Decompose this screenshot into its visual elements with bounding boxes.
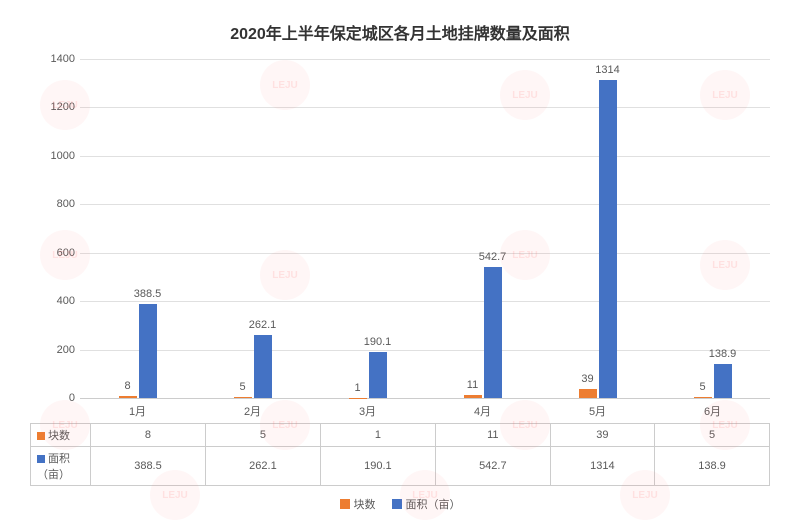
bar-label: 39 <box>581 373 593 385</box>
series-marker-icon <box>37 432 45 440</box>
x-label: 1月 <box>80 399 195 423</box>
bar-count: 11 <box>464 395 482 398</box>
series-marker-icon <box>37 455 45 463</box>
table-cell: 5 <box>205 424 320 447</box>
x-axis-labels: 1月2月3月4月5月6月 <box>80 399 770 423</box>
bar-label: 5 <box>699 381 705 393</box>
table-cell: 542.7 <box>435 447 550 486</box>
legend-item: 块数 <box>340 496 376 512</box>
bar-label: 388.5 <box>134 288 162 300</box>
plot-area: 0200400600800100012001400 8388.55262.111… <box>80 59 770 399</box>
data-table: 块数85111395面积（亩）388.5262.1190.1542.713141… <box>30 423 770 486</box>
bars-row: 8388.55262.11190.111542.73913145138.9 <box>80 59 770 398</box>
x-label: 5月 <box>540 399 655 423</box>
y-tick: 600 <box>30 247 75 259</box>
bar-count: 8 <box>119 396 137 398</box>
legend-label: 块数 <box>354 496 376 512</box>
bar-group: 391314 <box>540 59 655 398</box>
bar-count: 5 <box>234 397 252 398</box>
y-tick: 400 <box>30 295 75 307</box>
bar-label: 8 <box>124 380 130 392</box>
bar-count: 5 <box>694 397 712 398</box>
bar-group: 11542.7 <box>425 59 540 398</box>
table-cell: 1314 <box>550 447 654 486</box>
x-label: 6月 <box>655 399 770 423</box>
table-cell: 388.5 <box>91 447 206 486</box>
x-label: 4月 <box>425 399 540 423</box>
y-tick: 800 <box>30 198 75 210</box>
table-cell: 1 <box>320 424 435 447</box>
table-row: 面积（亩）388.5262.1190.1542.71314138.9 <box>31 447 770 486</box>
y-tick: 0 <box>30 392 75 404</box>
y-axis: 0200400600800100012001400 <box>30 59 75 398</box>
table-row: 块数85111395 <box>31 424 770 447</box>
bar-group: 5262.1 <box>195 59 310 398</box>
x-label: 3月 <box>310 399 425 423</box>
bar-area: 138.9 <box>714 364 732 398</box>
bar-label: 1 <box>354 382 360 394</box>
x-label: 2月 <box>195 399 310 423</box>
table-cell: 11 <box>435 424 550 447</box>
table-row-header: 面积（亩） <box>31 447 91 486</box>
chart-title: 2020年上半年保定城区各月土地挂牌数量及面积 <box>20 20 780 44</box>
table-cell: 190.1 <box>320 447 435 486</box>
bar-label: 190.1 <box>364 336 392 348</box>
bar-group: 8388.5 <box>80 59 195 398</box>
chart-container: 2020年上半年保定城区各月土地挂牌数量及面积 0 200 400 600 800 100… <box>0 0 800 518</box>
bar-area: 1314 <box>599 80 617 398</box>
bar-count: 39 <box>579 389 597 398</box>
table-cell: 8 <box>91 424 206 447</box>
legend: 块数 面积（亩） <box>20 496 780 512</box>
legend-label: 面积（亩） <box>406 496 461 512</box>
bar-label: 138.9 <box>709 348 737 360</box>
bar-label: 262.1 <box>249 319 277 331</box>
bar-area: 388.5 <box>139 304 157 398</box>
legend-swatch-icon <box>340 499 350 509</box>
bar-area: 190.1 <box>369 352 387 398</box>
legend-swatch-icon <box>392 499 402 509</box>
table-cell: 262.1 <box>205 447 320 486</box>
y-tick: 1000 <box>30 150 75 162</box>
y-tick: 1200 <box>30 101 75 113</box>
table-cell: 138.9 <box>655 447 770 486</box>
bar-label: 5 <box>239 381 245 393</box>
y-tick: 200 <box>30 344 75 356</box>
y-tick: 1400 <box>30 53 75 65</box>
bar-label: 1314 <box>595 64 619 76</box>
bar-label: 11 <box>467 379 478 391</box>
bar-group: 5138.9 <box>655 59 770 398</box>
bar-area: 542.7 <box>484 267 502 398</box>
legend-item: 面积（亩） <box>392 496 461 512</box>
table-row-header: 块数 <box>31 424 91 447</box>
bar-group: 1 190.1 <box>310 59 425 398</box>
table-cell: 39 <box>550 424 654 447</box>
table-cell: 5 <box>655 424 770 447</box>
bar-area: 262.1 <box>254 335 272 398</box>
bar-label: 542.7 <box>479 251 507 263</box>
